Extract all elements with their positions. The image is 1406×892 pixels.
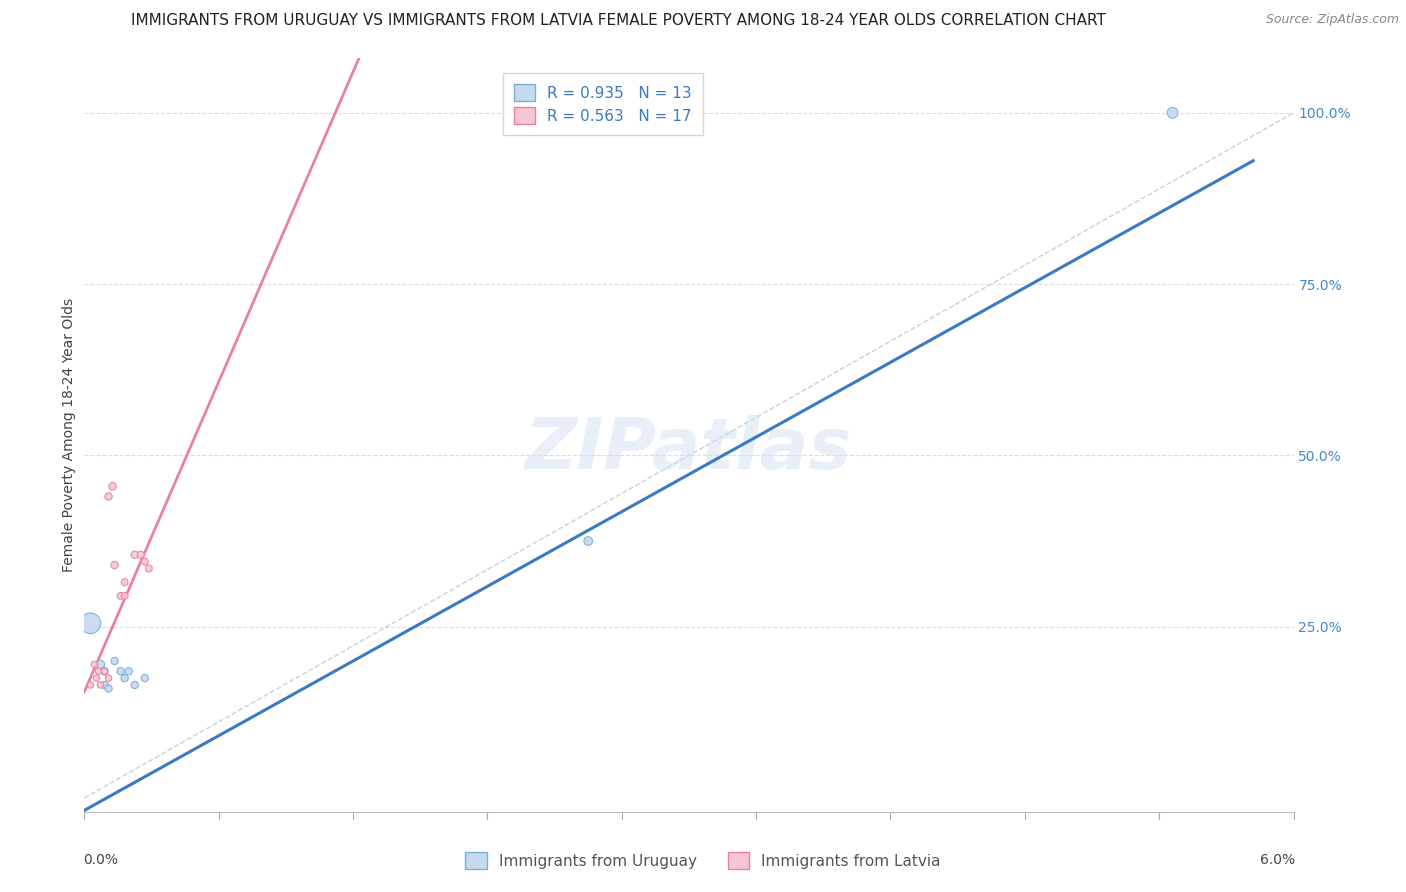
Point	[110, 589, 132, 603]
Point	[93, 678, 115, 692]
Text: Source: ZipAtlas.com: Source: ZipAtlas.com	[1265, 13, 1399, 27]
Legend: Immigrants from Uruguay, Immigrants from Latvia: Immigrants from Uruguay, Immigrants from…	[460, 846, 946, 875]
Point	[1161, 105, 1184, 120]
Point	[129, 548, 152, 562]
Point	[89, 678, 111, 692]
Point	[138, 561, 160, 575]
Y-axis label: Female Poverty Among 18-24 Year Olds: Female Poverty Among 18-24 Year Olds	[62, 298, 76, 572]
Point	[114, 575, 136, 590]
Text: 0.0%: 0.0%	[83, 853, 118, 867]
Point	[101, 479, 124, 493]
Point	[114, 671, 136, 685]
Point	[97, 671, 120, 685]
Point	[79, 678, 101, 692]
Point	[79, 616, 101, 631]
Point	[118, 665, 141, 679]
Point	[83, 657, 105, 672]
Point	[576, 534, 599, 549]
Point	[134, 671, 156, 685]
Legend: R = 0.935   N = 13, R = 0.563   N = 17: R = 0.935 N = 13, R = 0.563 N = 17	[503, 73, 703, 136]
Point	[86, 671, 108, 685]
Point	[93, 665, 115, 679]
Point	[93, 665, 115, 679]
Point	[134, 555, 156, 569]
Text: 6.0%: 6.0%	[1260, 853, 1295, 867]
Point	[87, 665, 110, 679]
Point	[97, 681, 120, 696]
Point	[89, 657, 111, 672]
Point	[97, 490, 120, 504]
Point	[104, 654, 127, 668]
Point	[124, 678, 146, 692]
Point	[114, 589, 136, 603]
Point	[104, 558, 127, 572]
Text: IMMIGRANTS FROM URUGUAY VS IMMIGRANTS FROM LATVIA FEMALE POVERTY AMONG 18-24 YEA: IMMIGRANTS FROM URUGUAY VS IMMIGRANTS FR…	[131, 13, 1107, 29]
Point	[124, 548, 146, 562]
Text: ZIPatlas: ZIPatlas	[526, 416, 852, 484]
Point	[110, 665, 132, 679]
